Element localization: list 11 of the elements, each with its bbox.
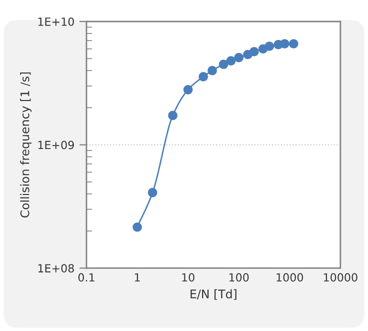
y-axis-title: Collision frequency [1 /s] bbox=[20, 72, 32, 218]
x-axis-title: E/N [Td] bbox=[190, 289, 236, 300]
x-tick-label: 0.1 bbox=[78, 273, 94, 282]
x-tick-label: 10 bbox=[182, 273, 194, 282]
y-tick-label: 1E+09 bbox=[38, 140, 74, 150]
y-tick-label: 1E+10 bbox=[38, 17, 74, 26]
x-tick-label: 10000 bbox=[324, 273, 358, 282]
x-tick-label: 100 bbox=[229, 273, 249, 282]
x-tick-label: 1000 bbox=[276, 273, 304, 282]
x-tick-label: 1 bbox=[134, 273, 140, 282]
y-tick-label: 1E+08 bbox=[38, 264, 74, 272]
